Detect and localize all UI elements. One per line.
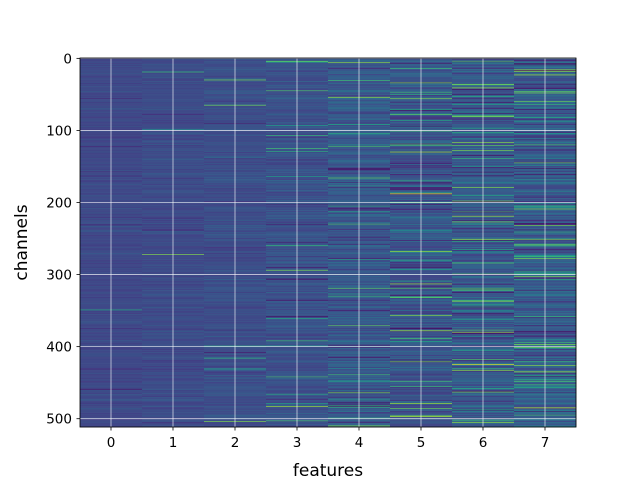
x-tick-label: 1: [169, 435, 178, 451]
x-tick-label: 6: [479, 435, 488, 451]
y-tick-label: 200: [46, 196, 72, 212]
plot-frame: [79, 57, 577, 428]
y-axis-label: channels: [12, 204, 32, 280]
y-tick-label: 300: [46, 268, 72, 284]
x-axis-label: features: [293, 461, 363, 480]
x-tick-label: 3: [293, 435, 302, 451]
x-tick-label: 0: [107, 435, 116, 451]
x-tick-label: 7: [541, 435, 550, 451]
x-tick-label: 2: [231, 435, 240, 451]
x-tick-label: 5: [417, 435, 426, 451]
y-axis: 0 100 200 300 400 500: [46, 51, 80, 428]
heatmap-cells: [80, 58, 577, 428]
x-tick-label: 4: [355, 435, 364, 451]
y-tick-label: 0: [63, 51, 72, 67]
y-tick-label: 400: [46, 340, 72, 356]
grid-lines: [80, 57, 576, 427]
x-axis: 0 1 2 3 4 5 6 7: [107, 427, 550, 451]
y-tick-label: 500: [46, 412, 72, 428]
y-tick-label: 100: [46, 123, 72, 139]
